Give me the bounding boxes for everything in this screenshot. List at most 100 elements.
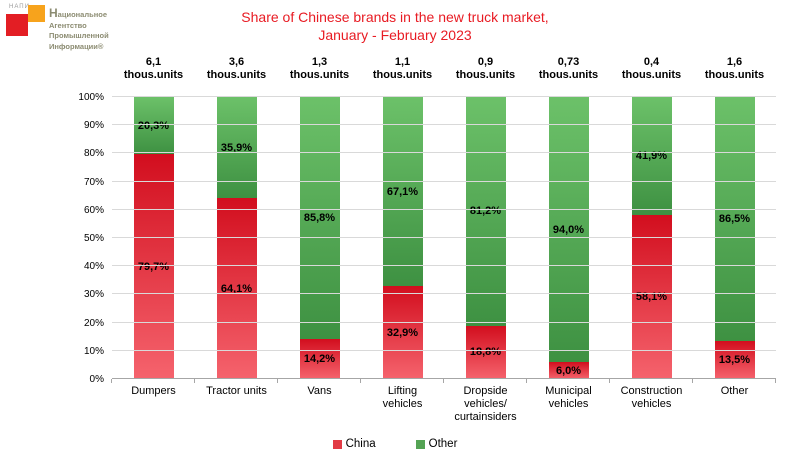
category-label: Tractor units [206,385,267,397]
logo-text: Национальное Агентство Промышленной Инфо… [49,6,109,52]
category-label: Municipal vehicles [545,385,592,410]
gridline [112,321,776,323]
bar-column: 1,6 thous.units 86,5% 13,5% Other [693,56,776,397]
logo-text-line: Агентство [49,20,87,30]
category-label: Other [720,385,749,397]
legend-swatch-china-icon [332,439,342,449]
gridline [112,208,776,210]
y-axis-tick-label: 0% [89,374,104,385]
bar-column: 1,1 thous.units 67,1% 32,9% Lifting vehicles [361,56,444,410]
category-label: Lifting vehicles [382,385,423,410]
x-axis-tick-mark [775,379,776,383]
bar-segment-china: 14,2% [299,338,340,379]
y-axis-tick-label: 10% [83,345,104,357]
y-axis-tick-label: 90% [83,120,104,132]
bar-value-label: 32,9% [386,326,419,339]
total-label: 6,1 thous.units [123,56,184,81]
bar-value-label: 13,5% [718,353,751,366]
bar-value-label: 86,5% [718,212,751,225]
gridline [112,237,776,238]
logo-text-line: Информации® [49,41,104,51]
gridline [112,180,776,182]
bar-value-label: 94,0% [552,223,585,236]
legend-label-other: Other [428,438,458,450]
stacked-bar: 67,1% 32,9% [382,97,423,379]
bar-segment-other: 67,1% [382,97,423,287]
stacked-bar: 81,2% 18,8% [465,97,506,379]
total-label: 0,9 thous.units [455,56,516,81]
x-axis-tick-mark [194,379,195,383]
bar-value-label: 14,2% [303,352,336,365]
stacked-bar: 94,0% 6,0% [548,97,589,379]
chart-title-line1: Share of Chinese brands in the new truck… [241,9,549,25]
bar-column: 0,9 thous.units 81,2% 18,8% Dropside vehicle… [444,56,527,423]
total-label: 0,73 thous.units [538,56,599,81]
gridline [112,96,776,97]
bar-value-label: 20,3% [137,119,170,132]
x-axis-tick-mark [526,379,527,383]
bar-column: 0,73 thous.units 94,0% 6,0% Municipal vehicl… [527,56,610,410]
x-axis-tick-mark [609,379,610,383]
bar-segment-china: 6,0% [548,362,589,379]
total-label: 0,4 thous.units [621,56,682,81]
y-axis-tick-label: 80% [83,148,104,160]
chart-title-line2: January - February 2023 [318,27,472,43]
bar-value-label: 81,2% [469,205,502,218]
bar-segment-china: 13,5% [714,340,755,379]
x-axis-tick-mark [111,379,112,383]
bar-segment-other: 20,3% [133,97,174,155]
x-axis-tick-mark [692,379,693,383]
logo-orange-square-icon [28,5,45,22]
bar-value-label: 35,9% [220,141,253,154]
y-axis-tick-label: 70% [83,176,104,188]
bar-value-label: 18,8% [469,346,502,359]
stacked-bar: 85,8% 14,2% [299,97,340,379]
stacked-bar: 41,9% 58,1% [631,97,672,379]
bar-column: 0,4 thous.units 41,9% 58,1% Construction veh… [610,56,693,410]
bar-value-label: 79,7% [137,260,170,273]
stacked-bar: 86,5% 13,5% [714,97,755,379]
page-title: Share of Chinese brands in the new truck… [0,8,790,44]
y-axis-tick-label: 50% [83,233,104,244]
y-axis: 100% 90% 80% 70% 60% 50% 40% 30% 20% 10% 0% [0,92,104,385]
bar-segment-china: 18,8% [465,325,506,379]
bar-column: 3,6 thous.units 35,9% 64,1% Tractor units [195,56,278,397]
category-label: Construction vehicles [620,385,683,410]
plot-area: 6,1 thous.units 20,3% 79,7% Dumpers 3,6 thous.… [111,56,776,423]
logo-acronym: НАПИ [9,4,30,10]
logo-red-square-icon [6,14,28,36]
category-label: Vans [307,385,332,397]
gridline [112,152,776,154]
bar-segment-other: 94,0% [548,97,589,363]
stacked-bar: 35,9% 64,1% [216,97,257,379]
bar-segment-china: 79,7% [133,154,174,379]
bar-column: 6,1 thous.units 20,3% 79,7% Dumpers [112,56,195,397]
y-axis-tick-label: 30% [83,289,104,301]
total-label: 3,6 thous.units [206,56,267,81]
bar-segment-china: 32,9% [382,286,423,379]
bar-value-label: 6,0% [555,364,582,377]
legend-item-other: Other [415,438,458,450]
logo-text-line: Промышленной [49,31,109,40]
y-axis-tick-label: 40% [83,261,104,273]
gridline [112,349,776,351]
bar-segment-other: 86,5% [714,97,755,341]
bar-value-label: 85,8% [303,211,336,224]
y-axis-tick-label: 20% [83,317,104,329]
bar-segment-china: 58,1% [631,215,672,379]
bar-segment-other: 41,9% [631,97,672,216]
bar-value-label: 64,1% [220,282,253,295]
napi-logo: НАПИ Национальное Агентство Промышленной… [4,2,154,54]
bar-segment-china: 64,1% [216,198,257,379]
total-label: 1,6 thous.units [704,56,765,81]
legend-item-china: China [332,438,376,450]
bar-segment-other: 35,9% [216,97,257,199]
legend: China Other [0,438,790,450]
gridline [112,293,776,295]
logo-text-line: Национальное [49,6,108,20]
y-axis-tick-label: 100% [78,92,104,103]
stacked-bar: 20,3% 79,7% [133,97,174,379]
x-axis-tick-mark [443,379,444,383]
bar-columns: 6,1 thous.units 20,3% 79,7% Dumpers 3,6 thous.… [112,56,776,423]
